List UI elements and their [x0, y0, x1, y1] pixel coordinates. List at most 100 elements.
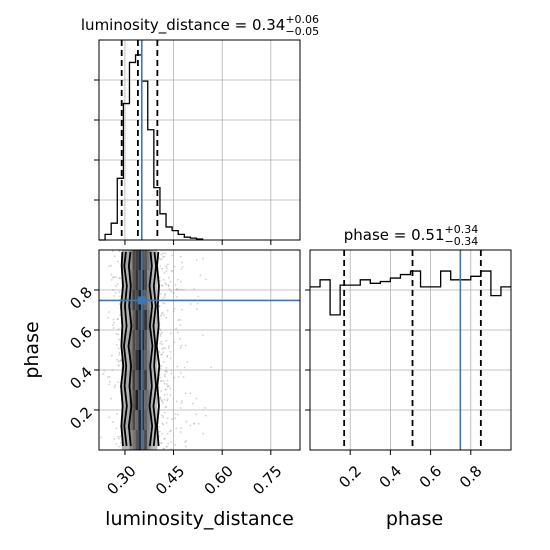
scatter-point — [163, 272, 166, 274]
scatter-point — [160, 353, 163, 356]
scatter-point — [175, 288, 178, 290]
scatter-point — [170, 369, 173, 372]
density-cell — [138, 430, 142, 450]
phaseHist-frame — [309, 249, 512, 451]
scatter-point — [186, 361, 189, 363]
scatter-point — [180, 427, 182, 430]
scatter-point — [118, 353, 121, 356]
scatter-point — [107, 316, 109, 319]
density-cell — [141, 250, 145, 270]
density-cell — [129, 250, 133, 270]
scatter-point — [158, 351, 161, 354]
scatter-point — [192, 288, 195, 291]
scatter-point — [164, 282, 167, 284]
scatter-point — [166, 417, 169, 420]
x-tick-label: 0.2 — [335, 462, 365, 492]
scatter-point — [160, 353, 163, 356]
density-cell — [152, 310, 158, 330]
scatter-point — [193, 422, 195, 425]
scatter-point — [161, 311, 164, 314]
scatter-point — [112, 421, 114, 423]
scatter-point — [185, 439, 188, 442]
scatter-point — [117, 360, 120, 363]
scatter-point — [114, 291, 117, 294]
scatter-point — [176, 365, 179, 368]
scatter-point — [118, 338, 120, 341]
density-contour — [155, 251, 161, 447]
scatter-point — [171, 254, 173, 257]
scatter-point — [160, 398, 163, 401]
scatter-point — [162, 447, 165, 450]
scatter-point — [115, 343, 118, 346]
scatter-point — [181, 265, 184, 268]
density-cell — [146, 430, 150, 450]
scatter-point — [173, 265, 176, 268]
scatter-point — [169, 350, 172, 353]
density-cell — [144, 310, 147, 330]
density-cell — [138, 390, 142, 410]
scatter-point — [164, 347, 166, 349]
density-cell — [138, 310, 142, 330]
y-tick-label: 0.4 — [66, 363, 96, 393]
scatter-point — [158, 396, 161, 399]
scatter-point — [167, 284, 170, 286]
scatter-point — [159, 396, 162, 399]
density-cell — [135, 330, 139, 350]
scatter-point — [167, 276, 170, 279]
scatter-point — [170, 372, 173, 375]
scatter-point — [160, 365, 163, 367]
scatter-point — [177, 288, 180, 291]
scatter-point — [119, 295, 121, 298]
scatter-point — [172, 292, 175, 294]
scatter-point — [159, 430, 161, 433]
scatter-point — [165, 445, 168, 448]
density-cell — [149, 270, 153, 290]
scatter-point — [164, 388, 167, 391]
scatter-point — [204, 414, 207, 417]
density-contour — [152, 251, 157, 447]
scatter-point — [181, 308, 183, 311]
scatter-point — [191, 402, 194, 405]
scatter-point — [115, 276, 118, 278]
scatter-point — [176, 295, 179, 298]
scatter-point — [166, 354, 169, 357]
density-cell — [144, 370, 147, 390]
density-cell — [146, 270, 150, 290]
scatter-point — [162, 313, 165, 316]
density-cell — [141, 390, 145, 410]
scatter-point — [160, 284, 163, 287]
density-cell — [144, 430, 147, 450]
density-cell — [135, 390, 139, 410]
scatter-point — [162, 347, 165, 349]
scatter-point — [115, 427, 118, 430]
scatter-point — [185, 445, 188, 448]
scatter-point — [164, 375, 166, 378]
scatter-point — [117, 381, 119, 384]
scatter-point — [182, 288, 185, 291]
scatter-point — [192, 422, 195, 425]
scatter-point — [163, 296, 166, 299]
scatter-point — [166, 383, 168, 386]
scatter-point — [113, 275, 115, 278]
scatter-point — [176, 413, 179, 416]
scatter-point — [159, 397, 162, 400]
scatter-point — [161, 348, 163, 350]
scatter-point — [162, 448, 165, 450]
x-axis-label: luminosity_distance — [105, 508, 294, 530]
scatter-point — [160, 312, 163, 315]
x-axis-label: phase — [386, 508, 443, 530]
scatter-point — [168, 344, 170, 347]
y-tick-label: 0.6 — [66, 323, 96, 353]
scatter-point — [173, 341, 176, 344]
scatter-point — [162, 416, 165, 419]
scatter-point — [170, 441, 172, 443]
density-cell — [129, 370, 133, 390]
phase-hist-series — [310, 270, 511, 316]
scatter-point — [202, 257, 204, 260]
y-axis-label: phase — [21, 321, 43, 378]
scatter-point — [110, 264, 113, 267]
scatter-point — [167, 285, 170, 288]
scatter-point — [160, 442, 163, 444]
scatter-point — [106, 376, 109, 379]
density-cell — [135, 270, 139, 290]
